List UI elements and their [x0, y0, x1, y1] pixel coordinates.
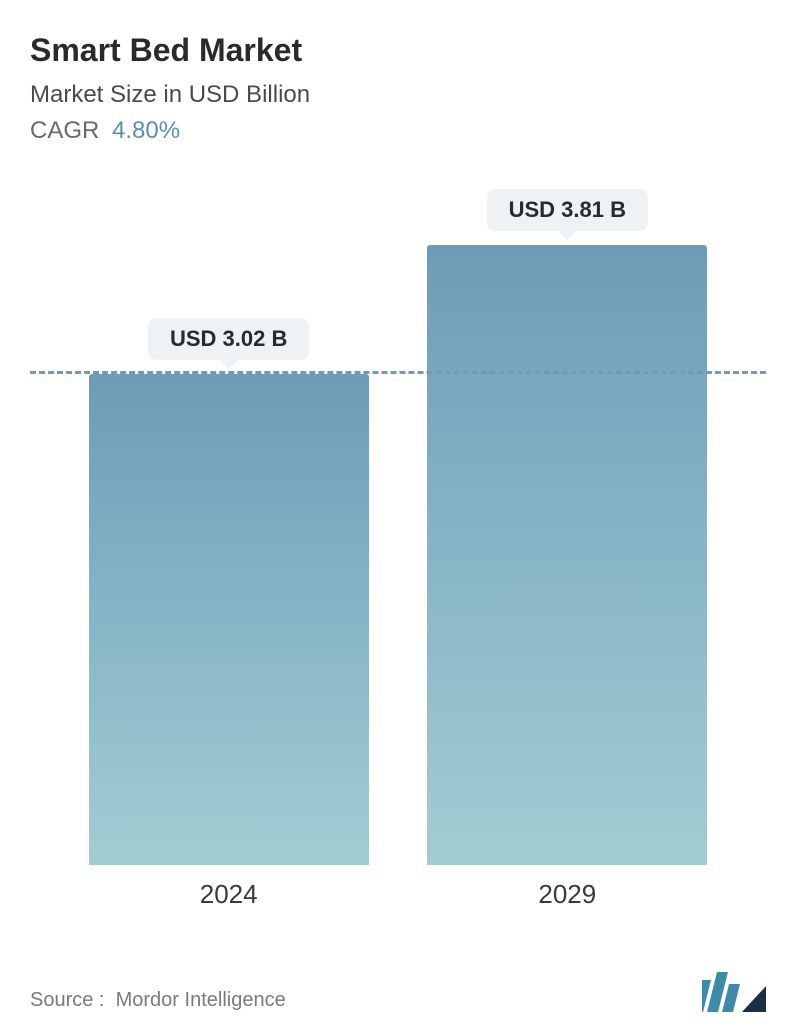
bar-group-2024: USD 3.02 B [89, 318, 369, 865]
cagr-row: CAGR 4.80% [30, 117, 766, 145]
cagr-label: CAGR [30, 117, 99, 144]
bars-container: USD 3.02 B USD 3.81 B [30, 185, 766, 865]
source-label: Source : [30, 989, 104, 1011]
x-tick: 2024 [89, 879, 369, 910]
chart-footer: Source : Mordor Intelligence [30, 972, 766, 1012]
bar [427, 245, 707, 865]
mordor-logo-icon [702, 972, 766, 1012]
source-text: Source : Mordor Intelligence [30, 989, 286, 1012]
x-axis: 2024 2029 [30, 879, 766, 910]
cagr-value: 4.80% [112, 117, 180, 144]
chart-subtitle: Market Size in USD Billion [30, 81, 766, 109]
baseline-dashed-line [30, 371, 766, 374]
bar-group-2029: USD 3.81 B [427, 189, 707, 865]
bar-chart: USD 3.02 B USD 3.81 B [30, 185, 766, 865]
source-name: Mordor Intelligence [116, 989, 286, 1011]
value-pill: USD 3.02 B [148, 318, 309, 360]
value-pill: USD 3.81 B [487, 189, 648, 231]
bar [89, 374, 369, 865]
x-tick: 2029 [427, 879, 707, 910]
chart-title: Smart Bed Market [30, 32, 766, 69]
